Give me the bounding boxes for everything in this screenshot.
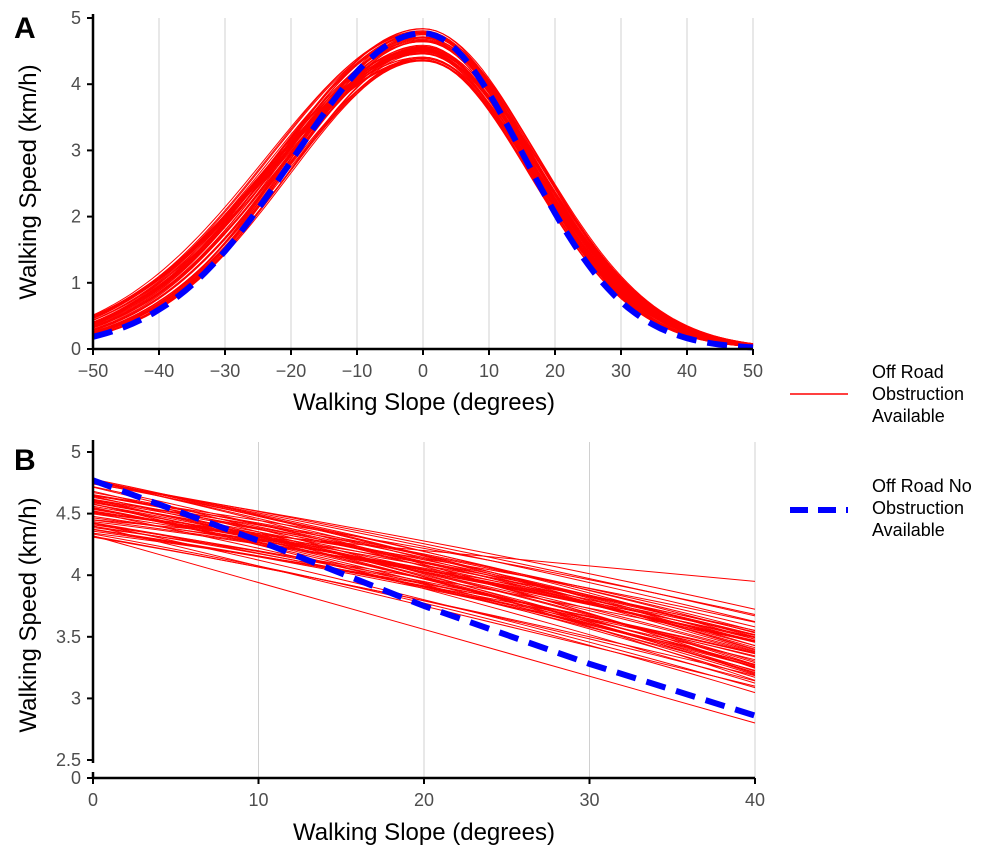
panel-a-blue-line — [92, 30, 754, 351]
panel-b-ytick-label: 3.5 — [56, 627, 81, 647]
legend-red-label-3: Available — [872, 406, 945, 426]
panel-b-ticks: 0 10 20 30 40 2.5 3 3.5 4 4.5 5 0 — [56, 442, 765, 810]
panel-a-ytick-label: 4 — [71, 74, 81, 94]
panel-b-ytick-label: 2.5 — [56, 750, 81, 770]
panel-a-xlabel: Walking Slope (degrees) — [293, 389, 555, 416]
panel-b-xtick-label: 0 — [88, 790, 98, 810]
panel-b-red-line — [92, 482, 756, 634]
panel-b-red-line — [92, 522, 756, 668]
panel-a-red-line — [92, 49, 754, 345]
panel-b-grid — [258, 442, 756, 778]
panel-a-xtick-label: 10 — [479, 361, 499, 381]
panel-a-ticks: −50 −40 −30 −20 −10 0 10 20 30 40 50 0 1 2 3 4 5 — [71, 8, 763, 381]
panel-b-red-line — [92, 503, 756, 666]
panel-a-ytick-label: 0 — [71, 339, 81, 359]
panel-b-red-line — [92, 536, 756, 682]
panel-b-ytick-label: 4.5 — [56, 504, 81, 524]
panel-b: 0 10 20 30 40 2.5 3 3.5 4 4.5 5 0 B Walking Slope (… — [14, 440, 765, 846]
panel-a-tag: A — [14, 12, 36, 45]
panel-a-xtick-label: 40 — [677, 361, 697, 381]
panel-a-xtick-label: −40 — [144, 361, 175, 381]
panel-b-red-line — [92, 492, 756, 652]
panel-a-xtick-label: −20 — [276, 361, 307, 381]
panel-b-xtick-label: 30 — [579, 790, 599, 810]
legend-red-label-1: Off Road — [872, 362, 944, 382]
panel-b-ytick-label: 4 — [71, 565, 81, 585]
panel-b-red-line — [92, 490, 756, 681]
panel-a-xtick-label: −50 — [78, 361, 109, 381]
panel-b-red-line — [92, 530, 756, 657]
panel-a-ytick-label: 5 — [71, 8, 81, 28]
panel-b-tag: B — [14, 444, 36, 477]
panel-b-red-line — [92, 480, 756, 650]
legend: Off Road Obstruction Available Off Road … — [790, 362, 972, 540]
panel-a-blue-series — [92, 30, 754, 351]
panel-a-ylabel: Walking Speed (km/h) — [15, 64, 42, 299]
panel-a-ytick-label: 2 — [71, 207, 81, 227]
panel-a-xtick-label: −10 — [342, 361, 373, 381]
panel-b-ytick-label: 5 — [71, 442, 81, 462]
panel-b-blue-series — [91, 477, 756, 719]
panel-a-red-line — [92, 36, 754, 347]
panel-a-xtick-label: 20 — [545, 361, 565, 381]
panel-b-ylabel: Walking Speed (km/h) — [15, 497, 42, 732]
panel-a-xtick-label: 30 — [611, 361, 631, 381]
panel-b-red-line — [92, 510, 756, 638]
legend-blue-label-1: Off Road No — [872, 476, 972, 496]
panel-b-red-line — [92, 480, 756, 669]
legend-blue-label-2: Obstruction — [872, 498, 964, 518]
panel-b-red-line — [92, 507, 756, 678]
panel-a-ytick-label: 3 — [71, 140, 81, 160]
panel-a-red-line — [92, 50, 754, 346]
panel-a-red-series — [92, 28, 754, 348]
panel-a-red-line — [92, 32, 754, 348]
panel-a-ytick-label: 1 — [71, 273, 81, 293]
panel-b-red-line — [92, 495, 756, 615]
panel-b-xtick-label: 10 — [248, 790, 268, 810]
panel-b-blue-line — [91, 477, 756, 719]
panel-b-ytick-label: 3 — [71, 688, 81, 708]
panel-b-red-line — [92, 519, 756, 582]
panel-a-red-line — [92, 31, 754, 345]
panel-b-xtick-label: 40 — [745, 790, 765, 810]
panel-b-red-line — [92, 535, 756, 724]
panel-a-xtick-label: 0 — [418, 361, 428, 381]
panel-b-ybreak-label: 0 — [71, 768, 81, 788]
panel-b-xtick-label: 20 — [414, 790, 434, 810]
panel-a-xtick-label: 50 — [743, 361, 763, 381]
panel-b-red-line — [92, 517, 756, 636]
panel-b-xlabel: Walking Slope (degrees) — [293, 819, 555, 846]
panel-b-red-series — [92, 478, 756, 724]
legend-blue-label-3: Available — [872, 520, 945, 540]
panel-b-red-line — [92, 501, 756, 662]
panel-b-red-line — [92, 513, 756, 642]
legend-red-label-2: Obstruction — [872, 384, 964, 404]
panel-a: −50 −40 −30 −20 −10 0 10 20 30 40 50 0 1 2 3 4 5 A Walki… — [14, 8, 763, 416]
panel-a-xtick-label: −30 — [210, 361, 241, 381]
